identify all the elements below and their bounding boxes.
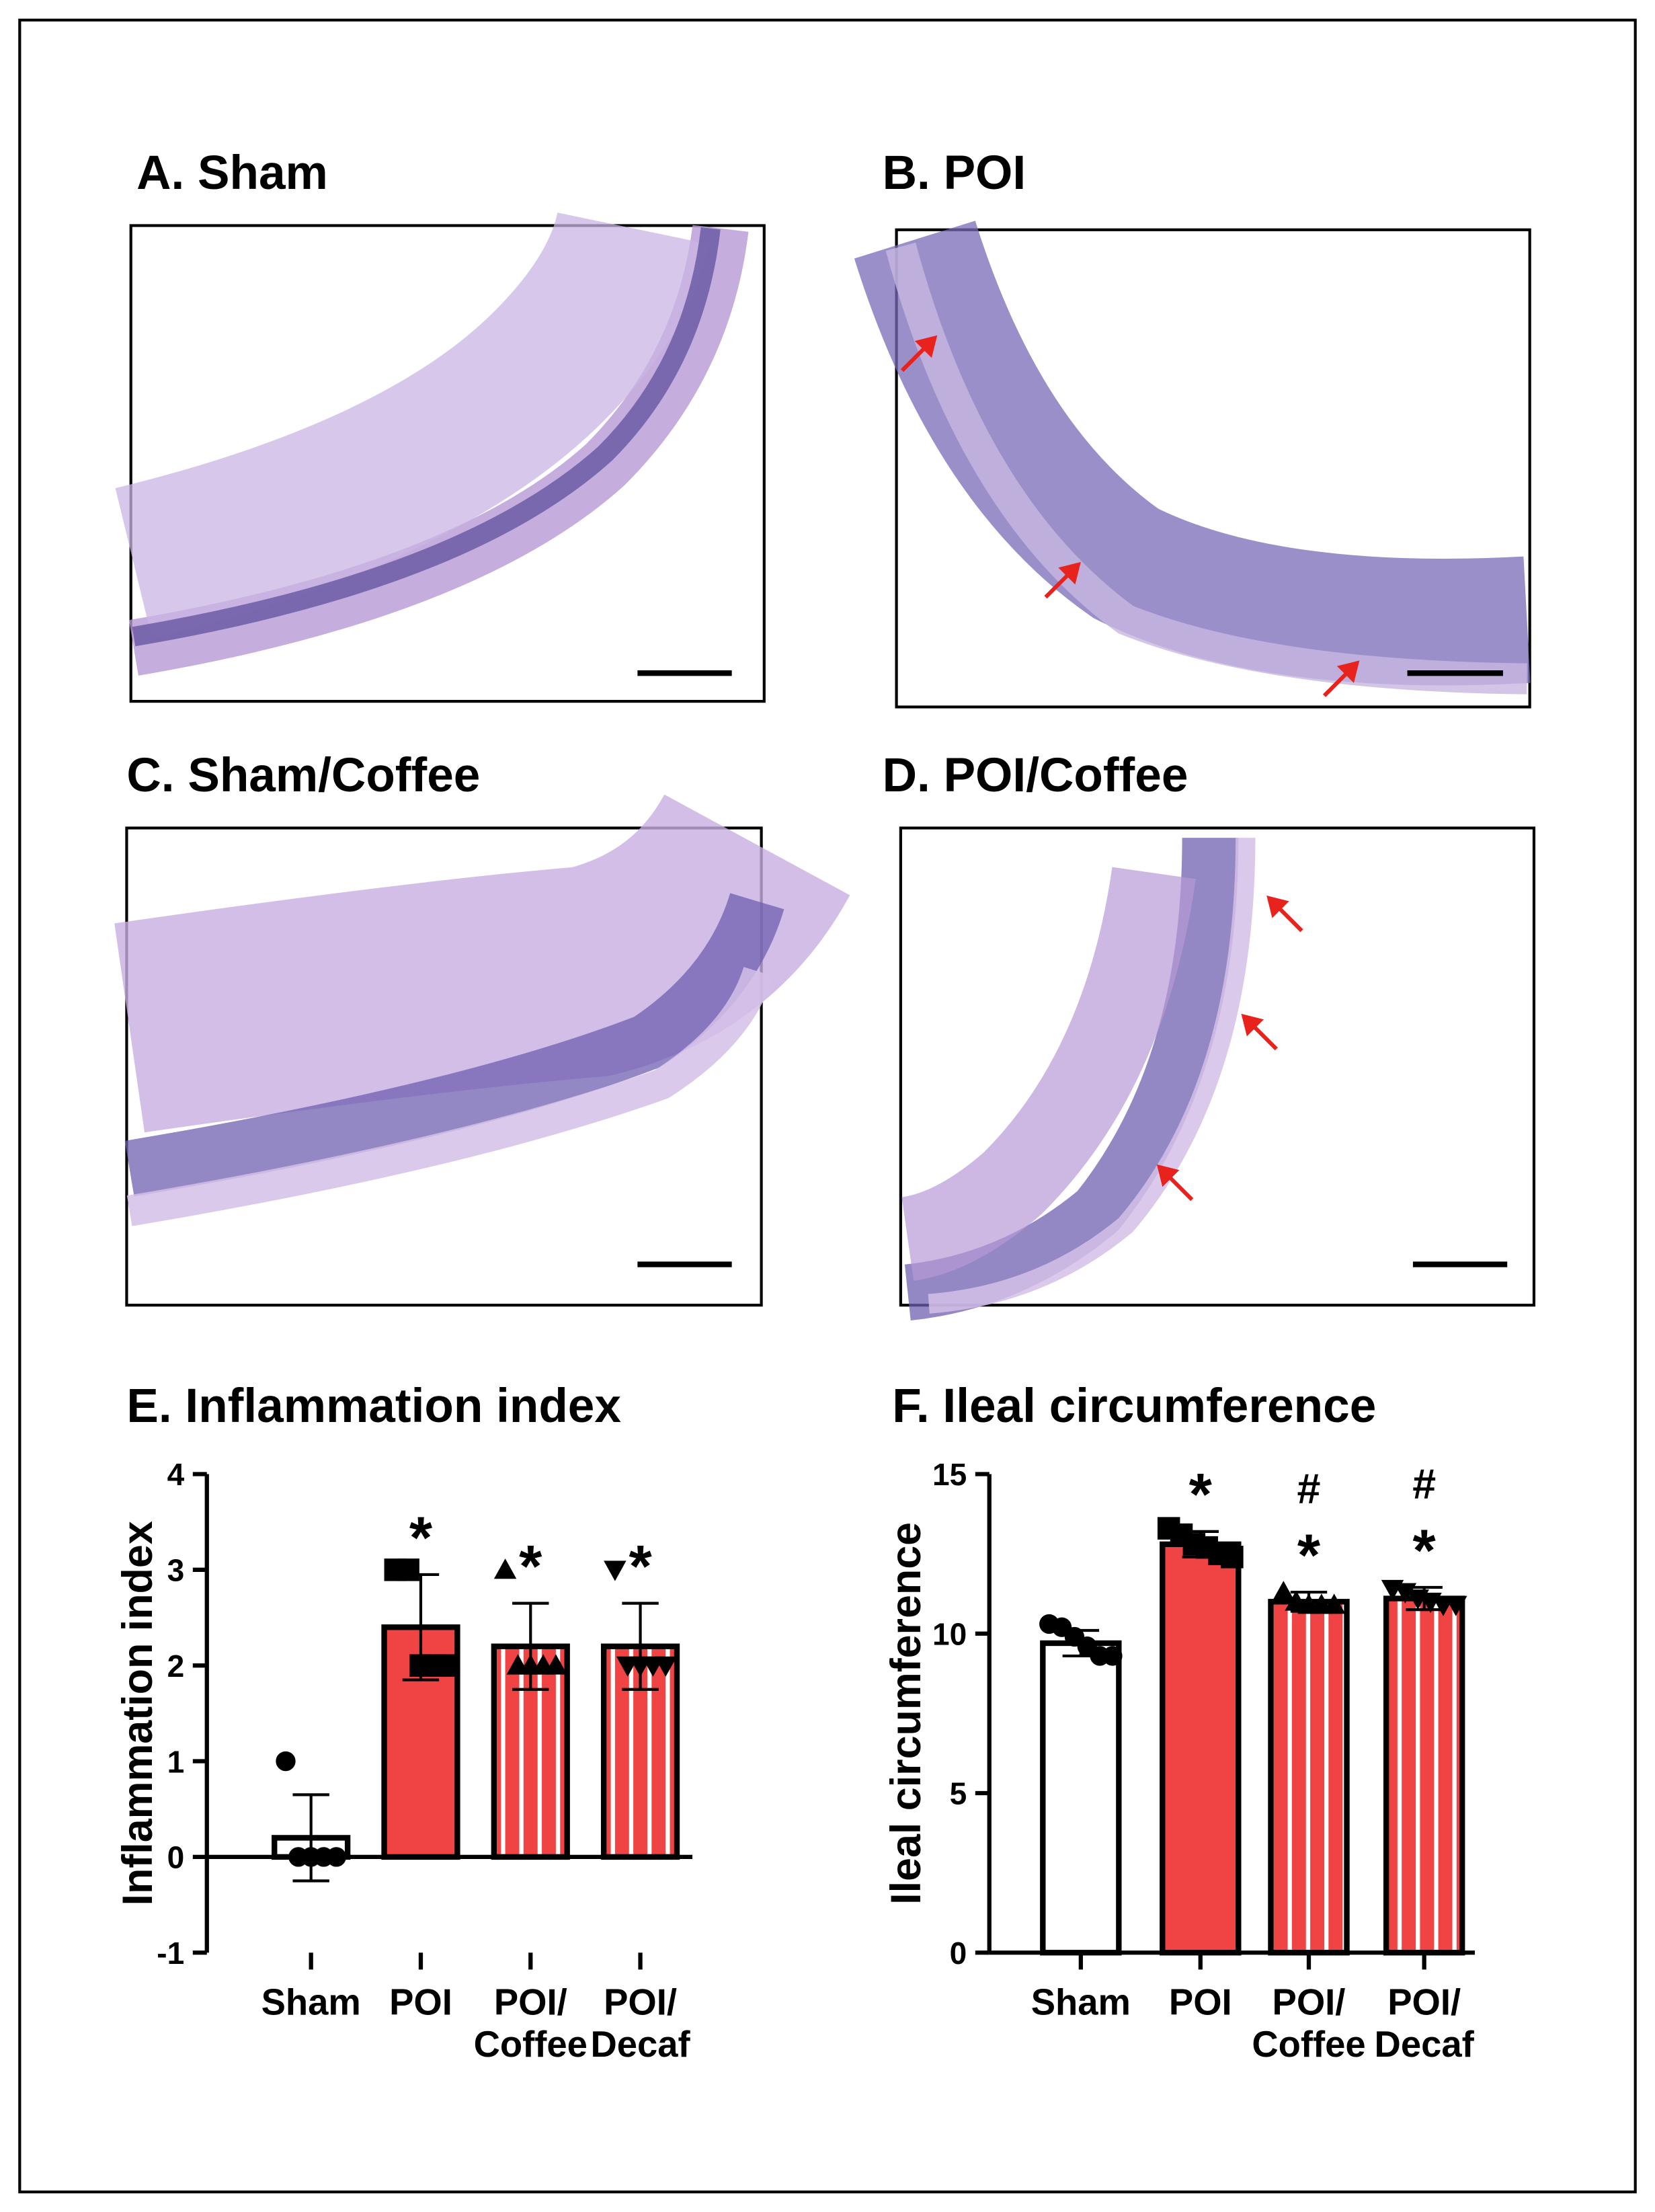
- y-tick-label: 1: [167, 1744, 185, 1779]
- chart-title: E. Inflammation index: [126, 1380, 621, 1433]
- chart-title: F. Ileal circumference: [892, 1380, 1376, 1433]
- y-tick-label: 4: [167, 1457, 185, 1492]
- y-axis-label: Ileal circumference: [883, 1522, 930, 1905]
- y-axis-label: Inflammation index: [114, 1521, 161, 1905]
- y-tick-label: 0: [950, 1936, 967, 1971]
- x-tick-label: POI/Decaf: [590, 1981, 690, 2065]
- histology-image: [115, 210, 766, 703]
- significance-mark: #: [1297, 1466, 1321, 1513]
- bar: [1268, 1599, 1350, 1956]
- significance-mark: *: [409, 1504, 433, 1571]
- data-point: [654, 1656, 677, 1677]
- panel-title: D. POI/Coffee: [883, 749, 1188, 802]
- x-tick-label: POI: [389, 1981, 452, 2022]
- data-point: [1285, 1590, 1307, 1611]
- data-point: [276, 1751, 296, 1772]
- x-tick-label: POI: [1169, 1981, 1232, 2022]
- x-tick-label: POI/Coffee: [1252, 1981, 1365, 2065]
- chart: F. Ileal circumference Ileal circumferenc…: [883, 1380, 1476, 2065]
- chart: E. Inflammation index Inflammation index -…: [114, 1380, 693, 2065]
- significance-mark: *: [1413, 1517, 1437, 1583]
- histology-image: [854, 221, 1531, 709]
- data-point: [604, 1561, 627, 1581]
- histology-image: [899, 826, 1536, 1321]
- bar: [1160, 1541, 1242, 1956]
- y-tick-label: 15: [932, 1457, 967, 1492]
- data-point: [397, 1558, 419, 1581]
- data-point: [1322, 1593, 1346, 1614]
- significance-mark: *: [519, 1533, 542, 1599]
- data-point: [1394, 1583, 1417, 1604]
- significance-mark: *: [1189, 1461, 1213, 1528]
- x-tick-label: Sham: [261, 1981, 361, 2022]
- data-point: [493, 1558, 517, 1579]
- y-tick-label: -1: [157, 1936, 184, 1971]
- y-tick-label: 0: [167, 1840, 185, 1875]
- bar: [1383, 1595, 1465, 1956]
- data-point: [434, 1654, 458, 1677]
- panel-title: B. POI: [883, 147, 1026, 200]
- data-point: [1102, 1646, 1123, 1666]
- y-tick-label: 3: [167, 1553, 185, 1588]
- data-point: [1221, 1546, 1244, 1569]
- x-tick-label: POI/Coffee: [474, 1981, 588, 2065]
- panel-title: C. Sham/Coffee: [126, 749, 480, 802]
- significance-mark: *: [629, 1533, 652, 1599]
- panel-title: A. Sham: [136, 147, 328, 200]
- x-tick-label: POI/Decaf: [1375, 1981, 1475, 2065]
- x-tick-label: Sham: [1031, 1981, 1131, 2022]
- histology-image: [114, 793, 850, 1307]
- bar: [1040, 1640, 1122, 1956]
- data-point: [1445, 1595, 1467, 1616]
- y-tick-label: 5: [950, 1776, 967, 1811]
- significance-mark: *: [1297, 1522, 1321, 1588]
- significance-mark: #: [1412, 1461, 1436, 1508]
- y-tick-label: 2: [167, 1649, 185, 1684]
- data-point: [1272, 1581, 1295, 1602]
- y-tick-label: 10: [932, 1616, 967, 1651]
- data-point: [544, 1654, 567, 1675]
